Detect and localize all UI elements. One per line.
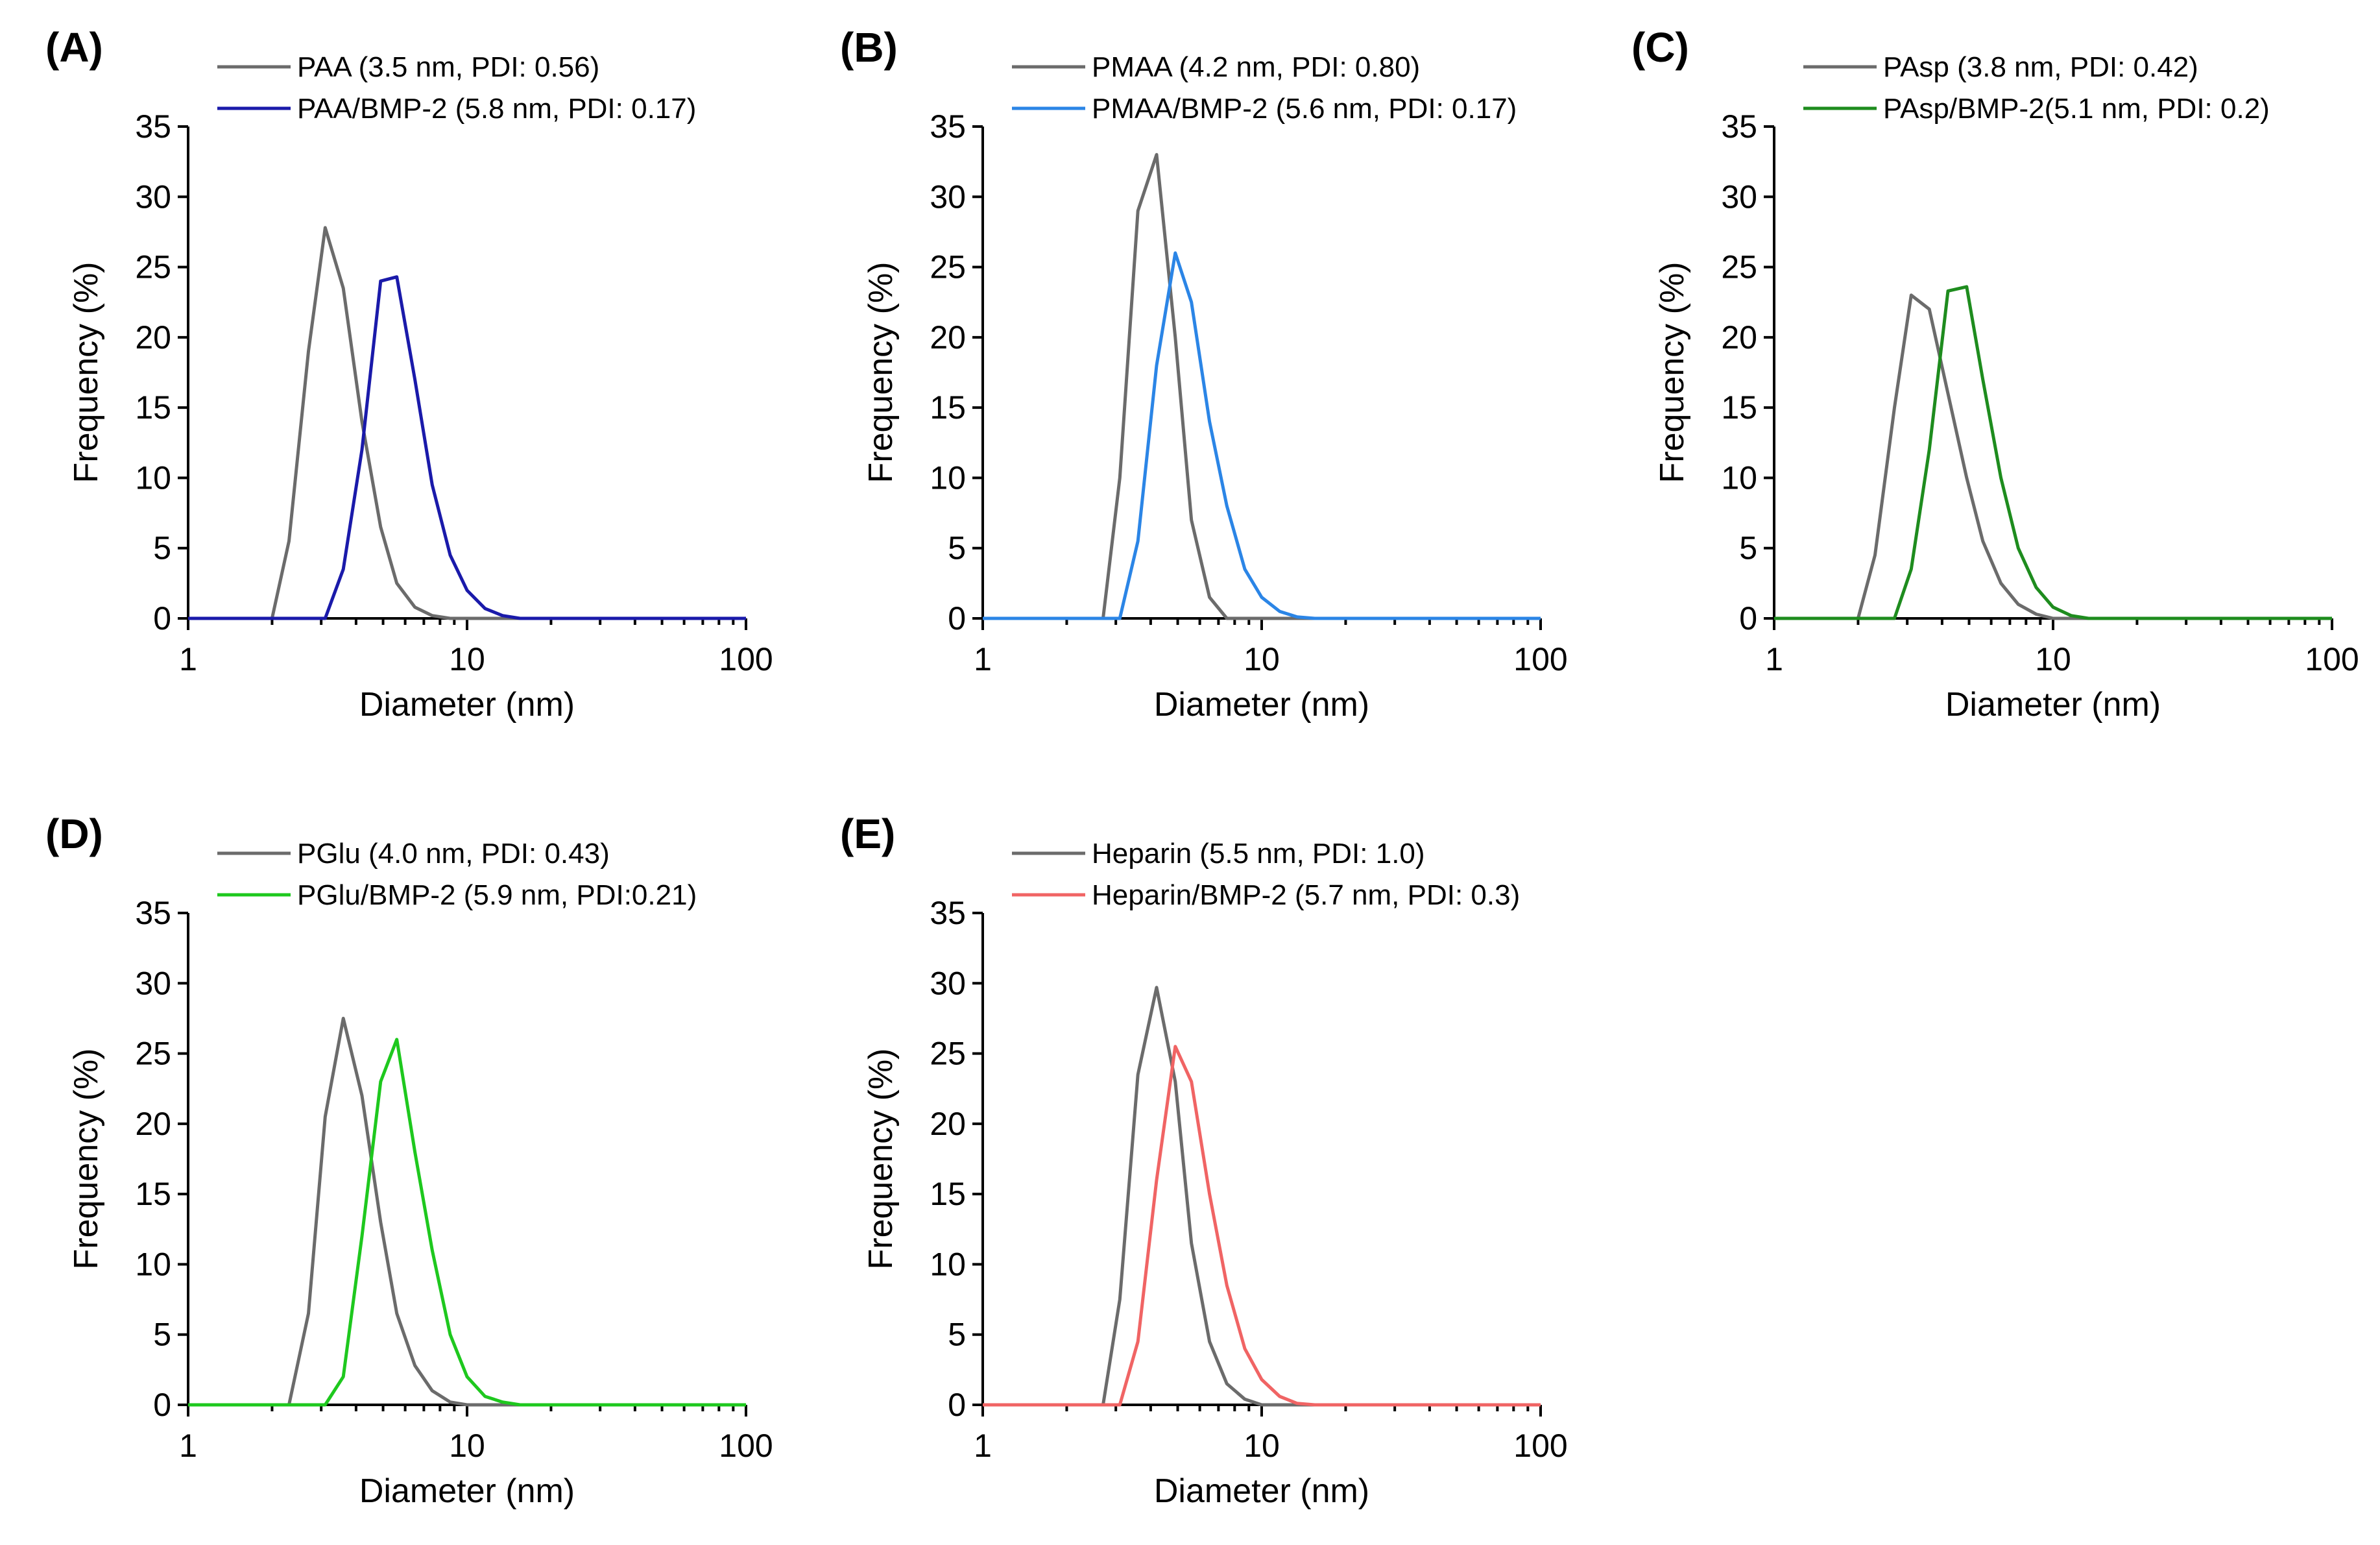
y-tick-label: 20 <box>135 319 171 356</box>
series-line-1 <box>188 1038 746 1407</box>
x-tick-label: 10 <box>449 1428 485 1464</box>
y-tick-label: 25 <box>135 1036 171 1072</box>
y-axis-label: Frequency (%) <box>67 1049 105 1270</box>
x-axis-label: Diameter (nm) <box>1945 686 2161 724</box>
y-tick-label: 35 <box>135 895 171 931</box>
chart-panel-3: (D) 0 5 10 15 20 25 30 35 1 10 100 Diameter (nm) Freq… <box>45 810 773 1510</box>
y-tick-label: 30 <box>135 178 171 215</box>
y-tick-label: 25 <box>930 1036 966 1072</box>
y-tick-label: 0 <box>153 600 171 637</box>
series-line-1 <box>983 251 1541 620</box>
y-tick-label: 30 <box>930 965 966 1001</box>
series-line-0 <box>188 1016 746 1407</box>
x-tick-label: 10 <box>449 641 485 677</box>
x-axis-label: Diameter (nm) <box>1154 686 1369 724</box>
series-line-0 <box>1774 293 2332 620</box>
y-tick-label: 15 <box>1721 389 1757 426</box>
y-tick-label: 15 <box>930 1176 966 1212</box>
y-tick-label: 0 <box>948 1387 966 1423</box>
series-line-0 <box>983 986 1541 1407</box>
x-tick-label: 10 <box>1244 641 1280 677</box>
y-tick-label: 0 <box>948 600 966 637</box>
x-tick-label: 100 <box>719 1428 773 1464</box>
chart-panel-1: (B) 0 5 10 15 20 25 30 35 1 10 100 Diameter (nm) Freq… <box>840 24 1568 724</box>
y-tick-label: 5 <box>948 1317 966 1353</box>
panel-label: (E) <box>840 810 895 857</box>
y-axis-label: Frequency (%) <box>862 1049 900 1270</box>
chart-panel-2: (C) 0 5 10 15 20 25 30 35 1 10 100 Diameter (nm) Freq… <box>1631 24 2359 724</box>
x-tick-label: 100 <box>1513 1428 1567 1464</box>
y-tick-label: 5 <box>1739 530 1757 566</box>
y-tick-label: 20 <box>135 1106 171 1142</box>
y-tick-label: 35 <box>930 895 966 931</box>
y-tick-label: 10 <box>1721 459 1757 496</box>
y-axis-label: Frequency (%) <box>862 262 900 483</box>
x-axis-label: Diameter (nm) <box>359 686 575 724</box>
legend-entry-0: PAsp (3.8 nm, PDI: 0.42) <box>1883 51 2198 83</box>
x-tick-label: 1 <box>974 1428 992 1464</box>
x-tick-label: 10 <box>2035 641 2071 677</box>
y-tick-label: 30 <box>135 965 171 1001</box>
legend-entry-1: PGlu/BMP-2 (5.9 nm, PDI:0.21) <box>297 879 697 911</box>
y-tick-label: 20 <box>930 1106 966 1142</box>
y-tick-label: 5 <box>153 530 171 566</box>
y-tick-label: 15 <box>135 389 171 426</box>
y-axis-label: Frequency (%) <box>67 262 105 483</box>
legend-entry-1: PAsp/BMP-2(5.1 nm, PDI: 0.2) <box>1883 93 2270 125</box>
y-tick-label: 10 <box>930 459 966 496</box>
x-axis-label: Diameter (nm) <box>359 1472 575 1510</box>
legend-entry-1: Heparin/BMP-2 (5.7 nm, PDI: 0.3) <box>1092 879 1520 911</box>
y-tick-label: 0 <box>153 1387 171 1423</box>
y-tick-label: 5 <box>948 530 966 566</box>
panel-label: (C) <box>1631 24 1689 71</box>
x-tick-label: 1 <box>179 1428 197 1464</box>
y-tick-label: 25 <box>930 249 966 286</box>
y-tick-label: 15 <box>135 1176 171 1212</box>
x-tick-label: 10 <box>1244 1428 1280 1464</box>
legend-entry-0: PMAA (4.2 nm, PDI: 0.80) <box>1092 51 1420 83</box>
y-tick-label: 30 <box>1721 178 1757 215</box>
legend-entry-1: PAA/BMP-2 (5.8 nm, PDI: 0.17) <box>297 93 696 125</box>
y-tick-label: 10 <box>135 1246 171 1282</box>
legend-entry-0: PAA (3.5 nm, PDI: 0.56) <box>297 51 599 83</box>
y-tick-label: 35 <box>930 108 966 145</box>
series-line-0 <box>188 226 746 620</box>
x-tick-label: 1 <box>1765 641 1783 677</box>
series-line-1 <box>983 1045 1541 1407</box>
y-tick-label: 20 <box>1721 319 1757 356</box>
x-tick-label: 100 <box>719 641 773 677</box>
panel-label: (D) <box>45 810 103 857</box>
x-tick-label: 1 <box>974 641 992 677</box>
x-axis-label: Diameter (nm) <box>1154 1472 1369 1510</box>
panel-label: (A) <box>45 24 103 71</box>
legend-entry-1: PMAA/BMP-2 (5.6 nm, PDI: 0.17) <box>1092 93 1517 125</box>
x-tick-label: 1 <box>179 641 197 677</box>
y-tick-label: 35 <box>1721 108 1757 145</box>
y-tick-label: 0 <box>1739 600 1757 637</box>
series-line-1 <box>188 275 746 620</box>
x-tick-label: 100 <box>2305 641 2359 677</box>
y-tick-label: 20 <box>930 319 966 356</box>
x-tick-label: 100 <box>1513 641 1567 677</box>
legend-entry-0: Heparin (5.5 nm, PDI: 1.0) <box>1092 838 1425 870</box>
chart-panel-4: (E) 0 5 10 15 20 25 30 35 1 10 100 Diameter (nm) Freq… <box>840 810 1568 1510</box>
y-tick-label: 15 <box>930 389 966 426</box>
legend-entry-0: PGlu (4.0 nm, PDI: 0.43) <box>297 838 610 870</box>
chart-panel-0: (A) 0 5 10 15 20 25 30 35 1 10 100 Diameter (nm) Freq… <box>45 24 773 724</box>
y-tick-label: 25 <box>1721 249 1757 286</box>
y-tick-label: 10 <box>135 459 171 496</box>
y-axis-label: Frequency (%) <box>1653 262 1691 483</box>
panel-label: (B) <box>840 24 898 71</box>
y-tick-label: 30 <box>930 178 966 215</box>
series-line-0 <box>983 152 1541 620</box>
y-tick-label: 25 <box>135 249 171 286</box>
y-tick-label: 35 <box>135 108 171 145</box>
y-tick-label: 10 <box>930 1246 966 1282</box>
series-line-1 <box>1774 285 2332 620</box>
y-tick-label: 5 <box>153 1317 171 1353</box>
